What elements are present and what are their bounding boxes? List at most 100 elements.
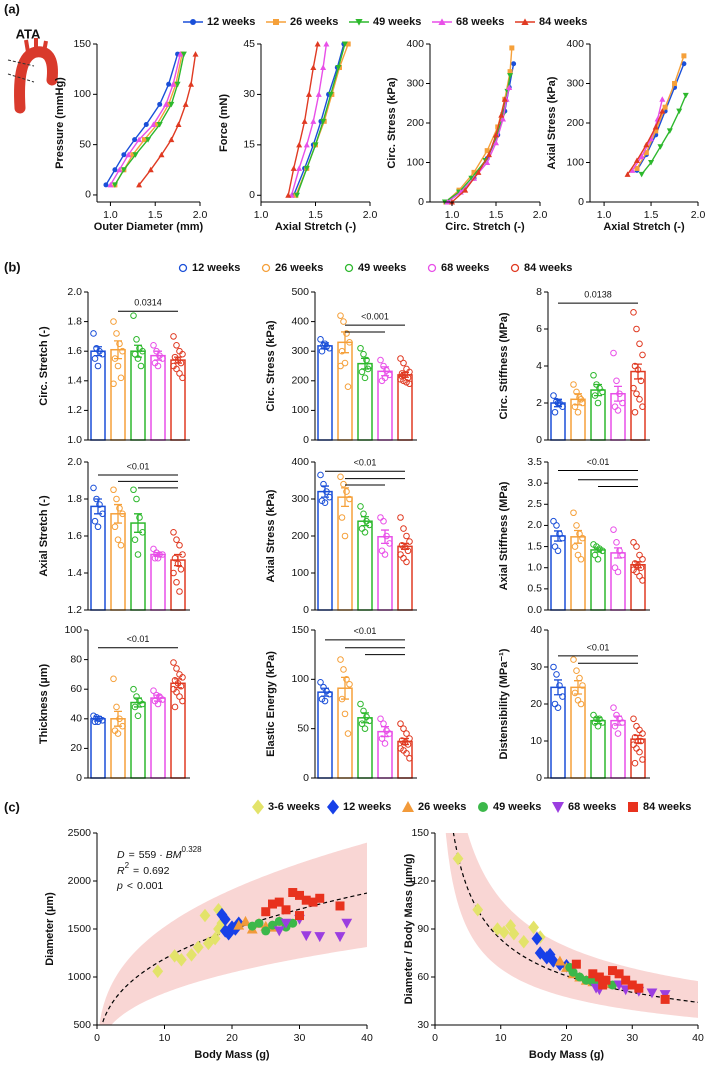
data-point (608, 966, 618, 976)
data-point (344, 383, 352, 391)
error-bar (574, 680, 582, 695)
series-line (138, 53, 197, 186)
data-point (639, 730, 646, 737)
data-point (340, 480, 347, 488)
data-point (327, 91, 334, 98)
data-point (233, 919, 245, 930)
data-point (571, 959, 581, 969)
y-tick-label: 1.8 (67, 315, 82, 327)
data-point (114, 536, 122, 544)
x-tick-label: 30 (626, 1032, 638, 1044)
fit-coefficient: 559 (139, 849, 157, 861)
data-point (634, 165, 640, 171)
y-tick-label: 1.2 (67, 604, 82, 616)
data-point (462, 187, 469, 193)
data-point (188, 81, 195, 87)
data-point (681, 53, 687, 59)
data-point (357, 344, 364, 352)
significance-label: <0.001 (361, 312, 389, 322)
significance-label: <0.01 (354, 626, 377, 636)
data-point (171, 703, 179, 711)
data-point (303, 165, 310, 172)
aorta-icon (7, 38, 58, 114)
data-point (280, 918, 292, 929)
y-tick-label: 2.0 (67, 286, 82, 298)
y-tick-label: 0 (85, 189, 91, 201)
data-point (166, 81, 172, 87)
error-bar (361, 712, 369, 724)
y-tick-label: 300 (566, 77, 584, 89)
bar (130, 522, 146, 611)
data-point (573, 522, 580, 529)
y-tick-label: 8 (536, 286, 542, 298)
data-point (403, 750, 410, 757)
y-tick-label: 80 (70, 653, 82, 665)
data-point (361, 725, 369, 732)
y-axis-label: Distensibility (MPa⁻¹) (498, 648, 510, 759)
y-tick-label: 50 (79, 138, 91, 150)
data-point (91, 517, 99, 525)
data-point (323, 41, 330, 47)
panel-label: (b) (4, 259, 21, 274)
data-point (508, 927, 520, 941)
data-point (176, 370, 183, 377)
data-point (570, 509, 577, 517)
bar (150, 553, 166, 611)
data-point (573, 667, 580, 675)
y-tick-label: 100 (291, 673, 309, 685)
y-tick-label: 0.0 (527, 604, 542, 616)
data-point (638, 153, 645, 160)
error-bar (174, 356, 182, 364)
y-tick-label: 200 (406, 117, 424, 129)
legend-label: 26 weeks (275, 262, 323, 274)
data-point (261, 926, 271, 936)
data-point (507, 73, 514, 79)
y-tick-label: 200 (566, 117, 584, 129)
y-tick-label: 0 (418, 196, 424, 208)
data-point (254, 918, 264, 928)
data-point (627, 980, 637, 990)
x-axis-label: Circ. Stretch (-) (445, 221, 525, 233)
data-point (614, 969, 624, 979)
data-point (357, 700, 364, 708)
error-bar (594, 383, 602, 397)
data-point (633, 390, 640, 398)
y-tick-label: 15 (243, 139, 255, 151)
data-point (659, 108, 666, 114)
data-point (636, 340, 643, 348)
data-point (175, 952, 187, 967)
data-point (639, 403, 646, 411)
y-tick-label: 400 (291, 456, 309, 468)
data-point (636, 748, 643, 756)
data-point (268, 899, 277, 909)
y-tick-label: 300 (291, 493, 309, 505)
fit-exponent: 0.328 (182, 845, 203, 854)
data-point (501, 96, 508, 102)
stat-sup: 2 (125, 861, 130, 870)
data-point (639, 555, 646, 563)
y-tick-label: 150 (411, 827, 429, 839)
y-axis-label: Circ. Stiffness (MPa) (498, 312, 510, 419)
x-tick-label: 1.5 (489, 209, 504, 221)
series-line (447, 87, 510, 203)
data-point (594, 972, 604, 982)
data-point (133, 495, 140, 503)
data-point (338, 514, 346, 521)
data-point (173, 341, 180, 349)
x-axis-label: Outer Diameter (mm) (94, 221, 204, 233)
data-point (170, 81, 177, 87)
error-bar (94, 498, 102, 515)
y-tick-label: 1500 (68, 923, 92, 935)
data-point (112, 167, 118, 173)
data-point (240, 915, 251, 926)
legend-label: 3-6 weeks (268, 801, 320, 813)
y-tick-label: 0 (536, 434, 542, 446)
data-point (506, 84, 513, 90)
data-point (281, 905, 291, 915)
data-point (357, 503, 364, 510)
data-point (173, 81, 179, 87)
data-point (630, 715, 637, 723)
data-point (192, 51, 199, 57)
data-point (624, 171, 631, 177)
data-point (559, 693, 566, 700)
